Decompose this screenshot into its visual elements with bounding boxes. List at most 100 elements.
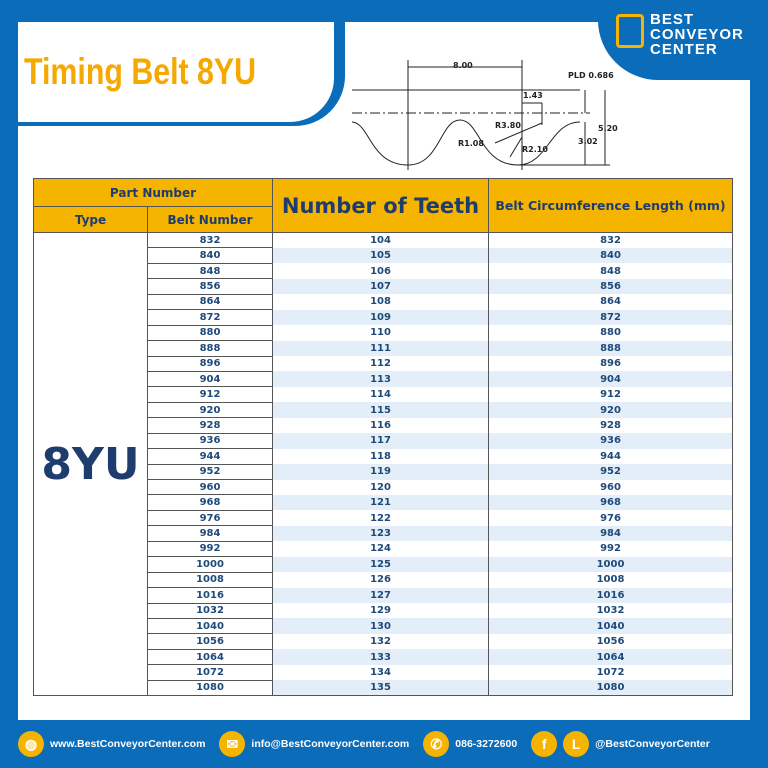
teeth-cell: 114 bbox=[272, 386, 489, 403]
table-row: 1016 127 1016 bbox=[34, 587, 733, 604]
belt-profile-diagram: 8.00 PLD 0.686 1.43 R3.80 R1.08 R2.10 3.… bbox=[351, 60, 618, 170]
length-cell: 960 bbox=[488, 479, 733, 495]
belt-number-cell: 944 bbox=[147, 448, 273, 465]
table-row: 904 113 904 bbox=[34, 370, 733, 388]
logo-text: CONVEYOR bbox=[650, 26, 744, 43]
phone-icon: ✆ bbox=[423, 731, 450, 757]
belt-number-cell: 888 bbox=[147, 340, 273, 357]
length-cell: 952 bbox=[488, 464, 733, 480]
header-type: Type bbox=[33, 206, 148, 233]
teeth-cell: 135 bbox=[272, 680, 489, 697]
table-row: 928 116 928 bbox=[34, 417, 733, 434]
length-cell: 856 bbox=[488, 278, 733, 295]
belt-number-cell: 952 bbox=[147, 463, 273, 481]
belt-number-cell: 960 bbox=[147, 478, 273, 496]
table-row: 944 118 944 bbox=[34, 448, 733, 465]
logo-mark-icon bbox=[616, 14, 644, 48]
table-row: 8YU 832 104 832 bbox=[33, 231, 733, 697]
length-cell: 992 bbox=[488, 541, 733, 557]
line-icon[interactable]: L bbox=[563, 731, 590, 757]
table-row: 880 110 880 bbox=[34, 324, 733, 342]
teeth-cell: 106 bbox=[272, 263, 489, 279]
belt-number-cell: 904 bbox=[147, 370, 273, 388]
table-row: 888 111 888 bbox=[34, 340, 733, 357]
social-handle[interactable]: @BestConveyorCenter bbox=[595, 738, 710, 750]
table-row: 1080 135 1080 bbox=[34, 679, 733, 697]
teeth-cell: 129 bbox=[272, 603, 489, 619]
teeth-cell: 134 bbox=[272, 664, 489, 681]
belt-number-cell: 848 bbox=[147, 262, 273, 280]
header-part-number: Part Number bbox=[33, 178, 273, 207]
globe-icon: ◍ bbox=[18, 731, 44, 757]
belt-number-cell: 840 bbox=[147, 247, 273, 264]
table-row: 976 122 976 bbox=[34, 509, 733, 527]
belt-number-cell: 976 bbox=[147, 509, 273, 527]
table-row: 984 123 984 bbox=[34, 525, 733, 542]
table-row: 896 112 896 bbox=[34, 355, 733, 372]
teeth-cell: 113 bbox=[272, 371, 489, 387]
length-cell: 1056 bbox=[488, 633, 733, 650]
logo: BEST CONVEYOR CENTER bbox=[598, 0, 768, 80]
length-cell: 1064 bbox=[488, 649, 733, 665]
belt-number-cell: 1000 bbox=[147, 556, 273, 573]
belt-number-cell: 864 bbox=[147, 293, 273, 311]
footer: ◍ www.BestConveyorCenter.com ✉ info@BestCo… bbox=[18, 728, 758, 760]
length-cell: 920 bbox=[488, 402, 733, 418]
belt-number-cell: 832 bbox=[147, 231, 273, 249]
teeth-cell: 125 bbox=[272, 556, 489, 573]
table-row: 1040 130 1040 bbox=[34, 617, 733, 635]
belt-number-cell: 1016 bbox=[147, 587, 273, 604]
table-row: 952 119 952 bbox=[34, 463, 733, 481]
mail-icon: ✉ bbox=[219, 731, 246, 757]
teeth-cell: 109 bbox=[272, 309, 489, 326]
belt-number-cell: 920 bbox=[147, 401, 273, 419]
header-teeth: Number of Teeth bbox=[272, 178, 489, 233]
teeth-cell: 117 bbox=[272, 433, 489, 449]
belt-number-cell: 928 bbox=[147, 417, 273, 434]
length-cell: 872 bbox=[488, 309, 733, 326]
dim-pitch: 8.00 bbox=[453, 61, 473, 70]
belt-number-cell: 1008 bbox=[147, 571, 273, 589]
logo-text: BEST bbox=[650, 11, 695, 28]
teeth-cell: 112 bbox=[272, 356, 489, 372]
teeth-cell: 107 bbox=[272, 278, 489, 295]
header-belt-number: Belt Number bbox=[147, 206, 273, 233]
length-cell: 888 bbox=[488, 340, 733, 356]
phone-number[interactable]: 086-3272600 bbox=[455, 738, 518, 750]
teeth-cell: 108 bbox=[272, 294, 489, 310]
teeth-cell: 122 bbox=[272, 510, 489, 526]
type-cell: 8YU bbox=[33, 232, 148, 697]
table-row: 960 120 960 bbox=[34, 478, 733, 496]
belt-number-cell: 896 bbox=[147, 355, 273, 372]
length-cell: 840 bbox=[488, 247, 733, 264]
length-cell: 1016 bbox=[488, 587, 733, 603]
length-cell: 928 bbox=[488, 417, 733, 434]
table-row: 872 109 872 bbox=[34, 309, 733, 326]
belt-number-cell: 1072 bbox=[147, 664, 273, 681]
belt-number-cell: 1032 bbox=[147, 602, 273, 619]
belt-number-cell: 984 bbox=[147, 525, 273, 542]
table-row: 848 106 848 bbox=[34, 262, 733, 280]
length-cell: 944 bbox=[488, 448, 733, 465]
table-row: 856 107 856 bbox=[34, 278, 733, 295]
email-link[interactable]: info@BestConveyorCenter.com bbox=[251, 738, 410, 750]
teeth-cell: 133 bbox=[272, 649, 489, 665]
length-cell: 912 bbox=[488, 386, 733, 403]
length-cell: 936 bbox=[488, 433, 733, 449]
belt-number-cell: 1064 bbox=[147, 648, 273, 666]
length-cell: 864 bbox=[488, 294, 733, 310]
dim-offset: 1.43 bbox=[523, 91, 543, 100]
title-box: Timing Belt 8YU bbox=[0, 22, 345, 126]
teeth-cell: 127 bbox=[272, 587, 489, 603]
teeth-cell: 126 bbox=[272, 572, 489, 588]
belt-number-cell: 936 bbox=[147, 432, 273, 450]
teeth-cell: 119 bbox=[272, 464, 489, 480]
length-cell: 968 bbox=[488, 494, 733, 511]
teeth-cell: 115 bbox=[272, 402, 489, 418]
length-cell: 1080 bbox=[488, 680, 733, 697]
table-row: 1056 132 1056 bbox=[34, 633, 733, 650]
website-link[interactable]: www.BestConveyorCenter.com bbox=[50, 738, 206, 750]
length-cell: 1008 bbox=[488, 572, 733, 588]
facebook-icon[interactable]: f bbox=[531, 731, 558, 757]
teeth-cell: 105 bbox=[272, 247, 489, 264]
